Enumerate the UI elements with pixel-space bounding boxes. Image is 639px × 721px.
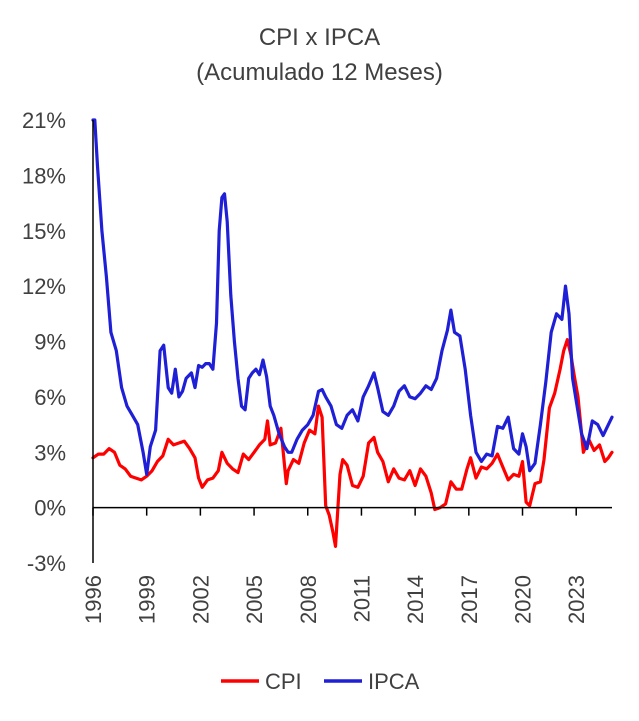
- x-tick-label: 2008: [296, 575, 321, 624]
- y-tick-label: 15%: [22, 219, 66, 244]
- x-axis-tick-labels: 1996 1999 2002 2005 2008 2011 2014 2017 2020 2023: [81, 575, 589, 624]
- legend-label-cpi: CPI: [265, 669, 302, 694]
- x-tick-label: 1996: [81, 575, 106, 624]
- series-line-ipca: [91, 118, 614, 476]
- legend-label-ipca: IPCA: [368, 669, 420, 694]
- x-tick-label: 2014: [403, 575, 428, 624]
- axes: [92, 120, 612, 563]
- x-tick-label: 2002: [188, 575, 213, 624]
- legend: CPI IPCA: [221, 669, 420, 694]
- y-tick-label: 21%: [22, 108, 66, 133]
- y-tick-label: 9%: [34, 330, 66, 355]
- x-tick-label: 2011: [349, 575, 374, 622]
- y-tick-label: 18%: [22, 163, 66, 188]
- y-tick-label: 6%: [34, 385, 66, 410]
- chart-subtitle: (Acumulado 12 Meses): [196, 59, 443, 86]
- y-tick-label: -3%: [27, 551, 66, 576]
- series-line-cpi: [91, 338, 614, 549]
- x-tick-label: 1999: [135, 575, 160, 624]
- series-lines: [91, 118, 614, 549]
- x-tick-label: 2023: [564, 575, 589, 624]
- chart-title: CPI x IPCA: [259, 24, 380, 51]
- y-tick-label: 0%: [34, 496, 66, 521]
- y-tick-label: 3%: [34, 440, 66, 465]
- y-tick-label: 12%: [22, 274, 66, 299]
- x-tick-label: 2017: [457, 575, 482, 624]
- y-axis-tick-labels: -3% 0% 3% 6% 9% 12% 15% 18% 21%: [22, 108, 66, 576]
- x-tick-label: 2005: [242, 575, 267, 624]
- x-tick-label: 2020: [511, 575, 536, 624]
